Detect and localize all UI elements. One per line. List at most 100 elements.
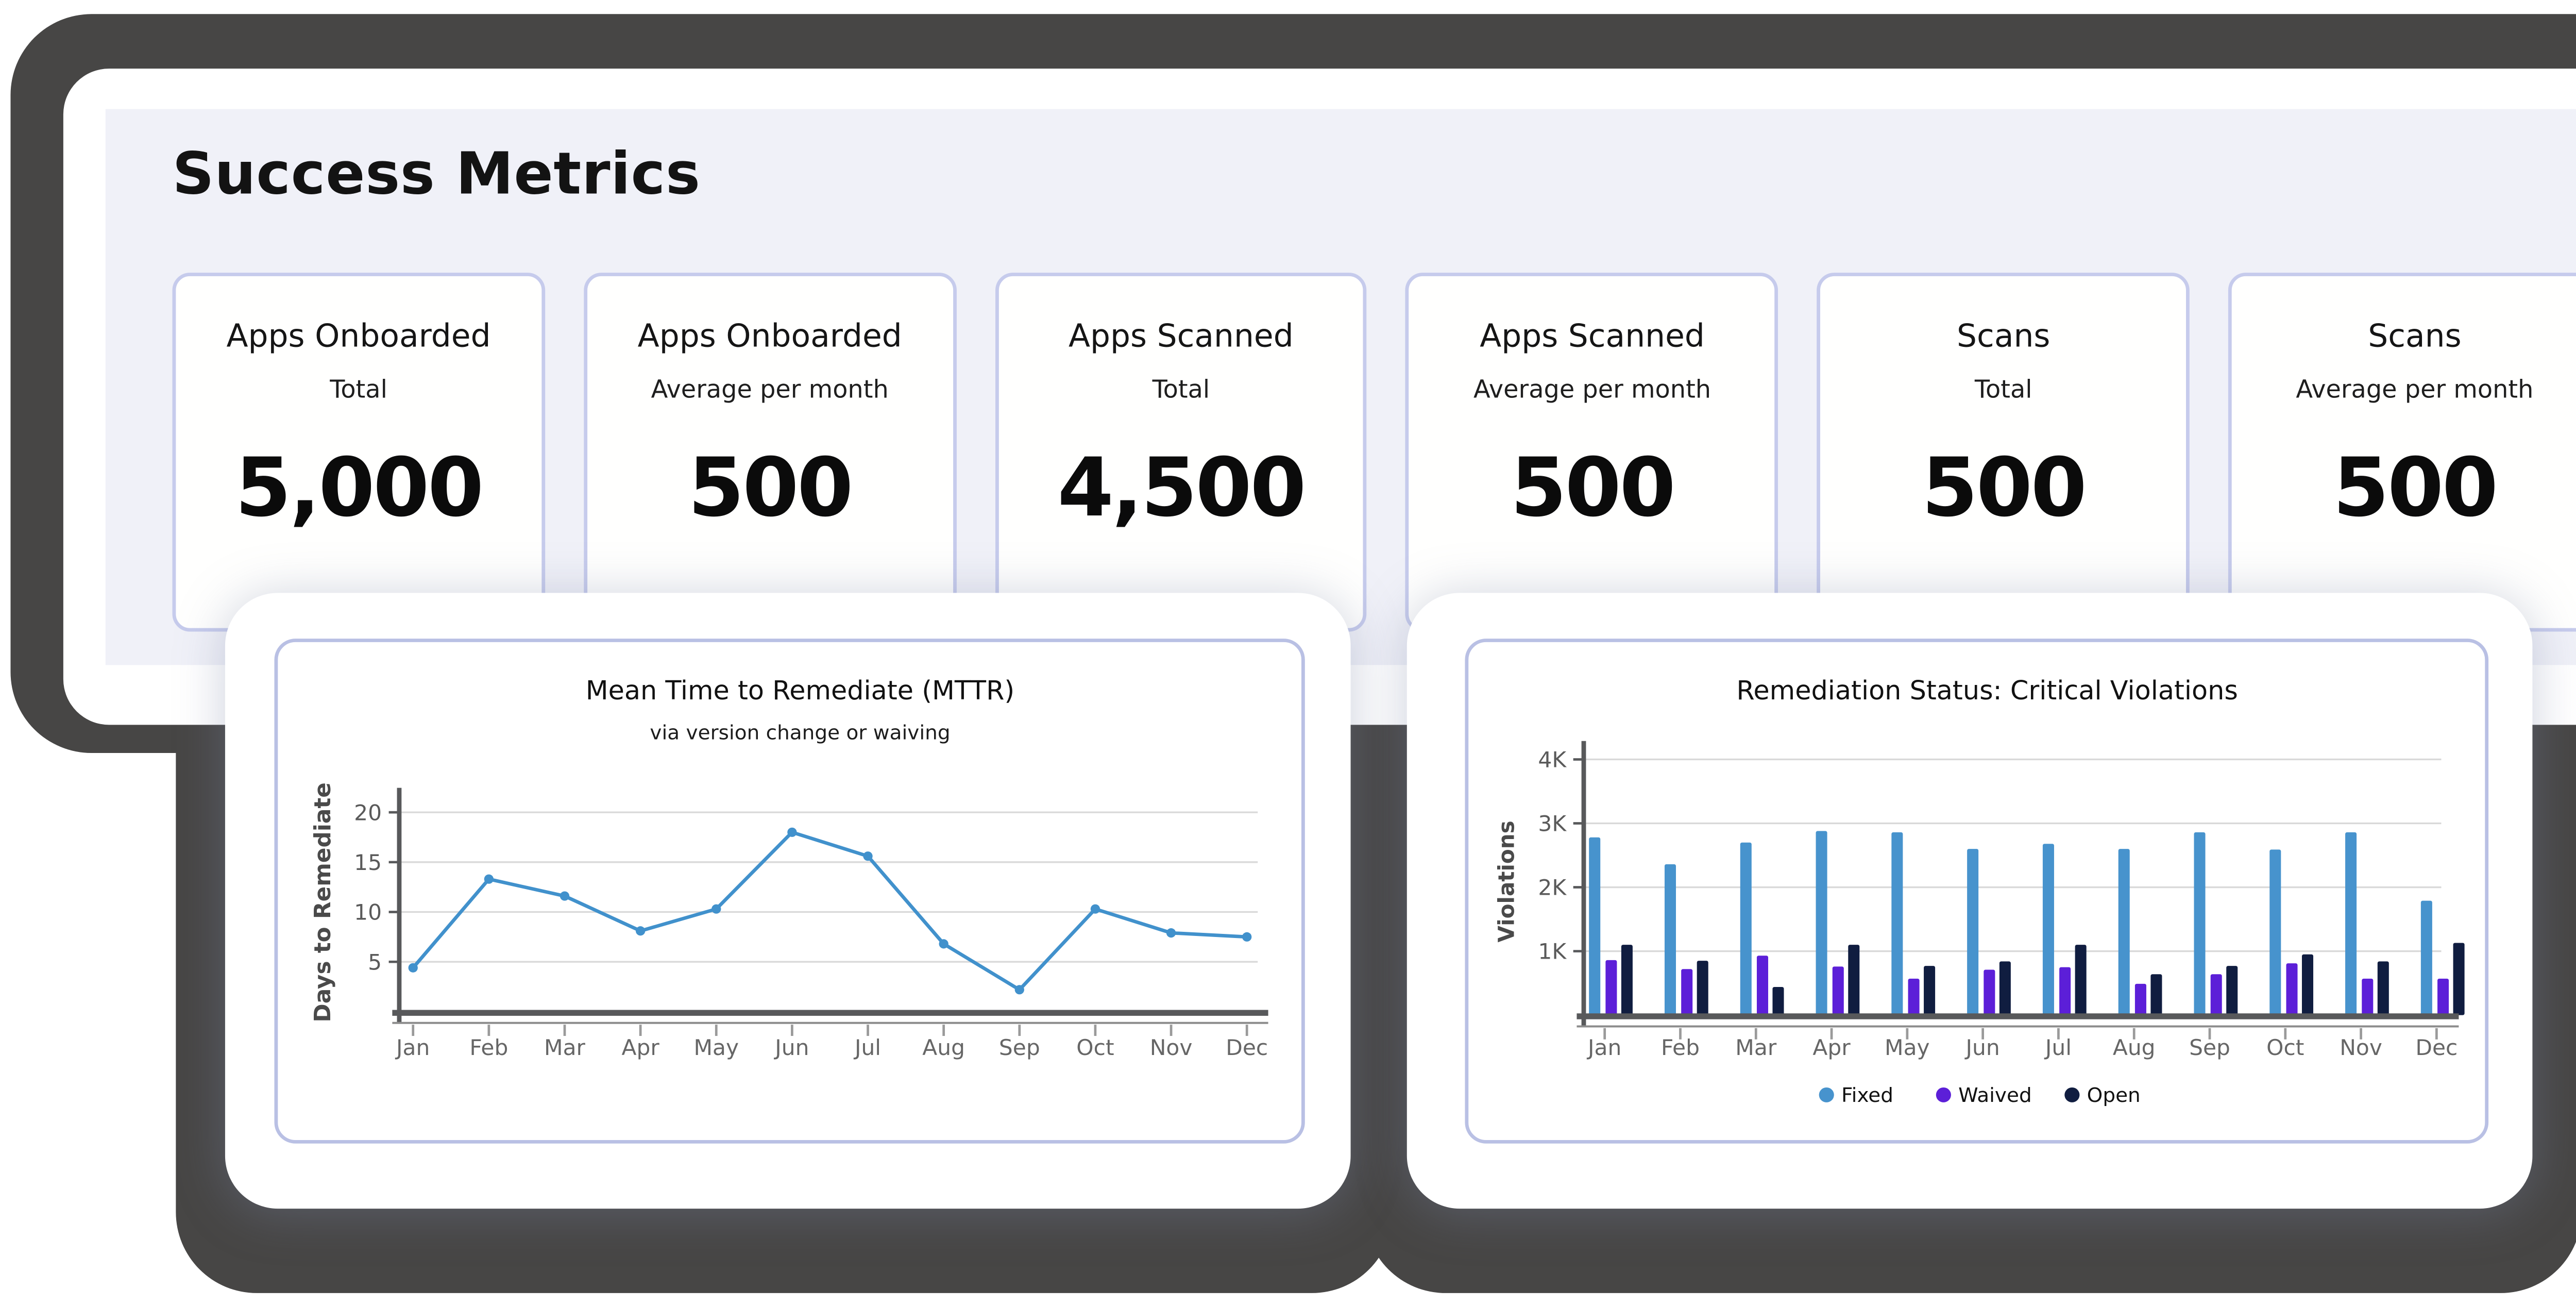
- xtick-label: Feb: [469, 1035, 508, 1060]
- legend-label-open: Open: [2087, 1084, 2141, 1107]
- xtick-label: Jun: [1964, 1035, 2000, 1060]
- line-chart-plot: 5 10 15 20 Jan Feb Mar Apr May Jun Jul Aug Sep Oct Nov…: [310, 782, 1268, 1060]
- bar-open-Nov: [2377, 961, 2389, 1015]
- bar-open-Sep: [2226, 966, 2238, 1015]
- x-axis: [1577, 1013, 2459, 1019]
- line-series: [412, 830, 1247, 992]
- xtick-label: Dec: [2415, 1035, 2458, 1060]
- metric-cards-row: Apps Onboarded Total 5,000 Apps Onboarded Av…: [172, 273, 2576, 632]
- metric-card-value: 500: [1510, 440, 1676, 535]
- xtick-label: Feb: [1661, 1035, 1700, 1060]
- data-point-Jul: [863, 851, 873, 861]
- bar-open-Feb: [1697, 961, 1708, 1015]
- bar-open-Jul: [2075, 945, 2087, 1015]
- xtick-label: May: [1885, 1035, 1930, 1060]
- metric-card-subtitle: Average per month: [651, 376, 889, 405]
- data-point-Oct: [1090, 904, 1100, 914]
- metric-card-value: 500: [688, 440, 853, 535]
- success-metrics-panel: Success Metrics Apps Onboarded Total 5,000…: [105, 109, 2576, 665]
- bar-waived-Jun: [1984, 969, 1995, 1015]
- chart-title: Remediation Status: Critical Violations: [1736, 675, 2238, 706]
- data-point-Aug: [939, 939, 948, 949]
- bar-fixed-Feb: [1664, 864, 1676, 1015]
- data-point-Jun: [787, 827, 797, 837]
- bar-open-Jun: [1999, 961, 2011, 1015]
- xtick-label: Oct: [1076, 1035, 1114, 1060]
- bar-open-Dec: [2453, 943, 2465, 1015]
- xtick-label: Apr: [621, 1035, 659, 1060]
- data-point-Sep: [1014, 985, 1024, 995]
- data-point-Jan: [408, 963, 418, 973]
- metric-card-subtitle: Average per month: [1473, 376, 1711, 405]
- bar-waived-Sep: [2210, 974, 2222, 1015]
- bar-fixed-Nov: [2345, 832, 2357, 1015]
- bar-waived-Oct: [2286, 963, 2298, 1015]
- bar-fixed-Jun: [1967, 849, 1979, 1015]
- metric-card-title: Scans: [2368, 318, 2462, 356]
- xtick-label: Mar: [544, 1035, 586, 1060]
- chart-subtitle: via version change or waiving: [650, 722, 950, 745]
- metric-card-2: Apps Scanned Total 4,500: [994, 273, 1367, 632]
- bar-waived-Dec: [2437, 978, 2449, 1015]
- legend: Fixed Waived Open: [1819, 1084, 2141, 1107]
- metric-card-1: Apps Onboarded Average per month 500: [583, 273, 956, 632]
- bar-fixed-May: [1891, 832, 1903, 1015]
- remediation-bar-chart: Remediation Status: Critical Violations 1…: [1494, 675, 2465, 1107]
- bar-open-May: [1924, 966, 1936, 1015]
- xtick-label: Jan: [395, 1035, 430, 1060]
- metric-card-value: 5,000: [235, 440, 484, 535]
- data-point-Apr: [635, 926, 646, 936]
- xtick-label: Apr: [1812, 1035, 1851, 1060]
- xtick-label: Jul: [853, 1035, 881, 1060]
- metric-card-title: Apps Scanned: [1069, 318, 1294, 356]
- bar-waived-Jan: [1605, 960, 1617, 1015]
- metric-card-value: 500: [2333, 440, 2498, 535]
- bar-waived-Aug: [2134, 983, 2146, 1015]
- xtick-label: Nov: [2340, 1035, 2382, 1060]
- metric-card-4: Scans Total 500: [1817, 273, 2190, 632]
- legend-label-fixed: Fixed: [1841, 1084, 1893, 1107]
- metric-card-subtitle: Total: [1974, 376, 2032, 405]
- ytick-label: 3K: [1538, 811, 1567, 836]
- metric-card-subtitle: Total: [330, 376, 387, 405]
- ytick-label: 10: [354, 900, 382, 925]
- x-axis: [392, 1010, 1268, 1016]
- ytick-label: 15: [354, 850, 382, 875]
- metric-card-subtitle: Average per month: [2296, 376, 2534, 405]
- metric-card-5: Scans Average per month 500: [2228, 273, 2576, 632]
- bar-waived-Jul: [2059, 967, 2071, 1015]
- page-title: Success Metrics: [172, 139, 701, 208]
- bar-fixed-Aug: [2118, 849, 2130, 1015]
- bar-open-Jan: [1621, 945, 1633, 1015]
- xtick-label: Sep: [2189, 1035, 2230, 1060]
- bar-waived-Nov: [2362, 978, 2374, 1015]
- bar-fixed-Jan: [1589, 837, 1601, 1015]
- bar-waived-May: [1908, 978, 1920, 1015]
- bar-waived-Apr: [1832, 966, 1844, 1015]
- bar-open-Mar: [1772, 987, 1784, 1015]
- xtick-label: Aug: [922, 1035, 965, 1060]
- remediation-chart-window: Remediation Status: Critical Violations 1…: [1406, 593, 2533, 1209]
- data-point-Dec: [1242, 932, 1252, 942]
- bar-open-Apr: [1848, 945, 1860, 1015]
- bar-open-Oct: [2301, 954, 2314, 1015]
- ytick-label: 2K: [1538, 875, 1567, 900]
- xtick-label: Dec: [1226, 1035, 1268, 1060]
- xtick-label: Jul: [2044, 1035, 2072, 1060]
- data-point-Mar: [560, 891, 570, 901]
- xtick-label: Jun: [773, 1035, 809, 1060]
- metric-card-title: Scans: [1957, 318, 2050, 356]
- xtick-label: May: [693, 1035, 739, 1060]
- metric-card-title: Apps Onboarded: [226, 318, 491, 356]
- metric-card-title: Apps Scanned: [1480, 318, 1705, 356]
- ytick-label: 4K: [1538, 747, 1567, 773]
- data-point-Nov: [1166, 928, 1176, 938]
- y-axis-label: Days to Remediate: [310, 782, 336, 1023]
- data-point-Feb: [484, 874, 494, 884]
- bar-fixed-Oct: [2269, 849, 2281, 1015]
- mttr-line-chart: Mean Time to Remediate (MTTR) via version…: [310, 675, 1268, 1060]
- bar-fixed-Apr: [1816, 831, 1827, 1015]
- xtick-label: Jan: [1586, 1035, 1621, 1060]
- xtick-label: Aug: [2113, 1035, 2156, 1060]
